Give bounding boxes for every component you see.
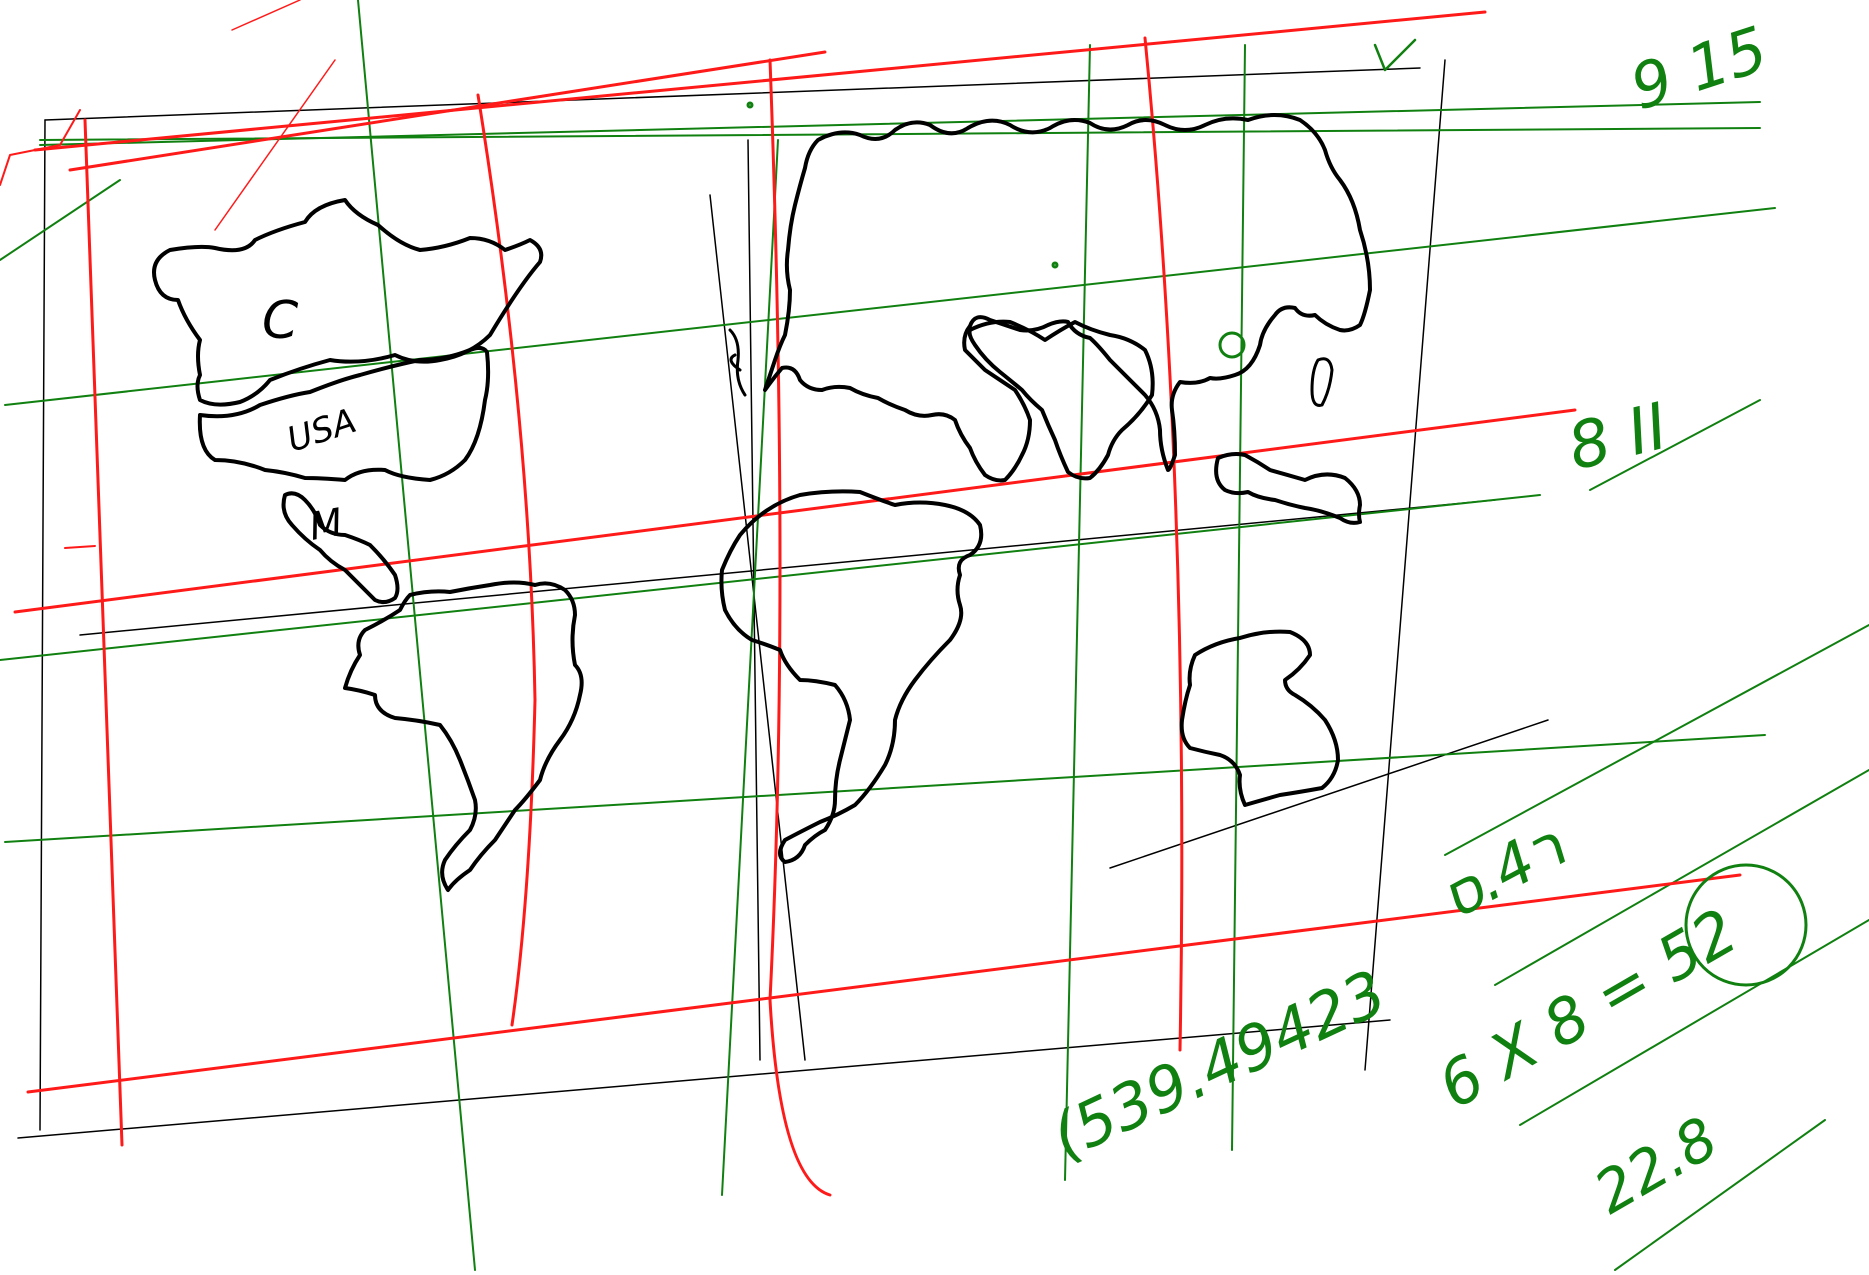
green-markers (746, 38, 1808, 987)
green-h-3 (4, 207, 1776, 406)
red-v-1 (83, 118, 124, 1147)
green-v-1 (357, 0, 476, 1271)
number-b-label: ר4.ס (1429, 810, 1577, 933)
green-diag-5 (1589, 399, 1761, 491)
red-h-4 (26, 873, 1742, 1094)
green-h-5 (4, 734, 1766, 843)
green-dot-1 (746, 101, 754, 109)
north-america-outline (152, 198, 544, 407)
red-scribble-3 (231, 0, 301, 31)
number-c-label: 6 X 8 = 52 (1426, 894, 1749, 1123)
frame-left-line (39, 119, 46, 1131)
green-v-3 (1064, 44, 1091, 1181)
africa-india-outline (967, 319, 1155, 481)
frame-top-line (44, 67, 1421, 121)
red-tick (64, 545, 96, 549)
green-h-4 (0, 494, 1541, 661)
green-diag-3 (1519, 919, 1869, 1126)
world-map-sketch (152, 113, 1372, 892)
eurasia-outline (763, 113, 1372, 483)
right-mid-label: 8 II (1561, 390, 1675, 486)
number-a-label: (539.49423 (1040, 956, 1397, 1174)
mexico-label: M (306, 500, 346, 549)
southeast-asia-outline (1214, 452, 1362, 525)
green-circle-marker (1218, 331, 1246, 359)
top-right-label: 9 15 (1622, 12, 1776, 124)
number-d-label: 22.8 (1583, 1104, 1729, 1227)
green-big-circle (1684, 863, 1808, 987)
green-v-4 (1231, 44, 1246, 1151)
usa-label: USA (282, 401, 361, 461)
green-diag-6 (0, 179, 121, 261)
green-diag-4 (1614, 1119, 1826, 1271)
red-v-3 (768, 58, 832, 1197)
green-diag-2 (1494, 769, 1869, 986)
australia-outline (1179, 629, 1340, 807)
red-h-1 (33, 10, 1487, 152)
red-grid-lines (0, 0, 1742, 1197)
south-america-left-outline (343, 580, 584, 892)
frame-right-line (1364, 59, 1446, 1071)
green-v-2 (721, 139, 779, 1196)
frame-mid-line (79, 499, 1496, 636)
green-check-mark (1373, 38, 1417, 72)
south-america-right-outline (719, 489, 984, 864)
red-h-2 (68, 50, 827, 172)
usa-outline (197, 345, 491, 482)
green-dot-2 (1051, 261, 1059, 269)
mexico-outline (281, 491, 400, 605)
red-v-2 (476, 93, 537, 1027)
green-diag-1 (1444, 624, 1869, 856)
red-scribble-1 (0, 109, 81, 186)
red-h-3 (13, 408, 1577, 614)
red-scribble-2 (214, 59, 336, 231)
green-h-2 (39, 127, 1761, 141)
uk-island (728, 328, 747, 397)
red-v-4 (1143, 36, 1184, 1052)
canada-label: C (262, 291, 299, 351)
frame-bottom-line (17, 1019, 1391, 1139)
black-frame-lines (17, 59, 1549, 1139)
japan-island (1310, 357, 1334, 407)
frame-vertical-a (709, 194, 806, 1061)
